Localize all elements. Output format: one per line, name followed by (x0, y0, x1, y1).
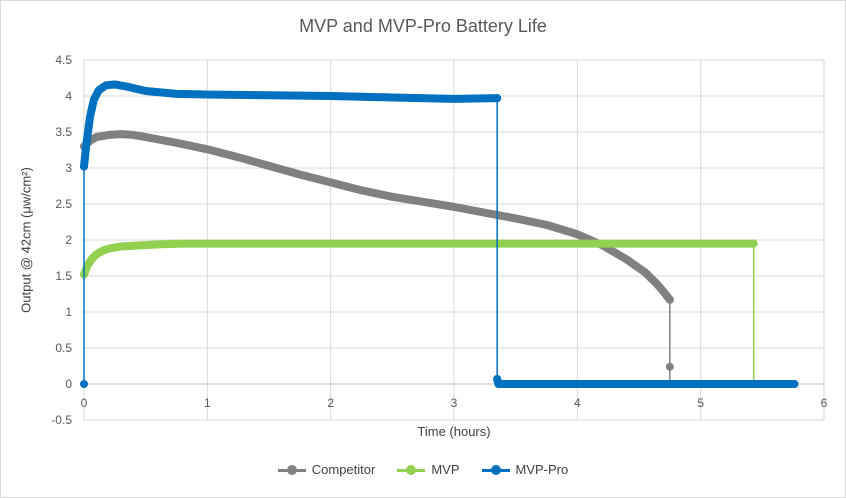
series-line-mvp (83, 242, 755, 384)
series-markers-mvp-pro (80, 80, 799, 388)
y-tick-label: 3.5 (55, 125, 72, 139)
series-mvp (80, 239, 758, 388)
y-tick-label: 1 (65, 305, 72, 319)
y-tick-label: 0.5 (55, 341, 72, 355)
legend-item-competitor: Competitor (277, 462, 376, 477)
series-layer (80, 80, 799, 388)
data-point (493, 94, 502, 103)
legend-swatch-icon (277, 464, 306, 475)
series-mvp-pro (80, 80, 799, 388)
series-line-competitor (83, 133, 671, 384)
series-markers-competitor (80, 130, 674, 304)
data-point (80, 162, 88, 171)
x-tick-label: 1 (204, 396, 211, 410)
x-tick-label: 0 (81, 396, 88, 410)
data-point (749, 239, 758, 248)
y-tick-label: 2 (65, 233, 72, 247)
x-tick-label: 5 (697, 396, 704, 410)
x-axis-label: Time (hours) (417, 424, 491, 439)
series-markers-mvp (80, 239, 758, 279)
legend-item-mvp: MVP (397, 462, 460, 477)
series-competitor (80, 130, 674, 388)
y-tick-label: 4.5 (55, 53, 72, 67)
y-tick-label: 3 (65, 161, 72, 175)
series-line-mvp-pro (83, 83, 795, 385)
chart-title: MVP and MVP-Pro Battery Life (299, 16, 547, 36)
data-point (80, 380, 88, 388)
legend-label: Competitor (311, 462, 376, 477)
legend-label: MVP (431, 462, 460, 477)
data-point (665, 295, 674, 304)
y-tick-label: 0 (65, 377, 72, 391)
tick-labels: -0.5 0 0.5 1 1.5 2 2.5 3 3.5 4 4.5 0 1 2 3 4 5 6 (51, 53, 827, 427)
x-tick-label: 4 (574, 396, 581, 410)
y-tick-label: -0.5 (51, 413, 72, 427)
legend-item-mvp-pro: MVP-Pro (481, 462, 569, 477)
y-tick-label: 4 (65, 89, 72, 103)
data-point (665, 362, 674, 371)
y-tick-label: 1.5 (55, 269, 72, 283)
data-point (790, 380, 799, 388)
data-point (493, 374, 502, 383)
y-tick-label: 2.5 (55, 197, 72, 211)
x-tick-label: 3 (451, 396, 458, 410)
legend-swatch-icon (481, 464, 510, 475)
x-tick-label: 6 (821, 396, 828, 410)
x-tick-label: 2 (327, 396, 334, 410)
legend-swatch-icon (397, 464, 426, 475)
legend: Competitor MVP MVP-Pro (0, 462, 846, 477)
legend-label: MVP-Pro (515, 462, 569, 477)
